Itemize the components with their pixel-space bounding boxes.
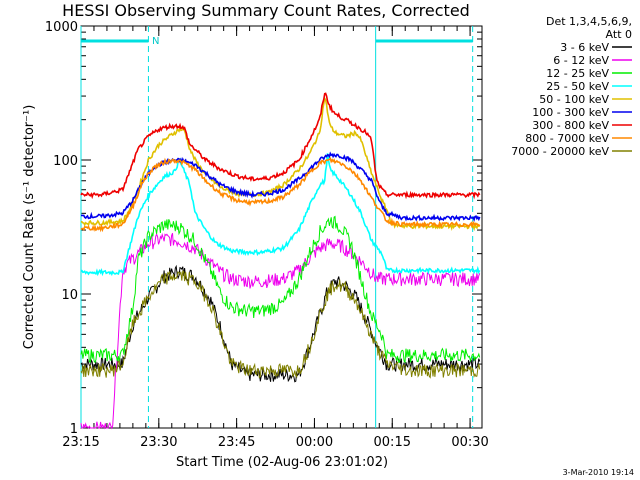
y-tick-label: 1000 <box>45 20 78 35</box>
legend-label: 7000 - 20000 keV <box>511 145 609 158</box>
series-line-1 <box>80 232 481 430</box>
legend-label: 25 - 50 keV <box>546 80 609 93</box>
x-tick-label: 00:15 <box>374 435 411 450</box>
x-tick-label: 00:00 <box>296 435 333 450</box>
series-line-3 <box>80 153 481 277</box>
series-lines <box>80 92 481 430</box>
y-tick-label: 1 <box>70 422 78 437</box>
night-marker-label: N <box>152 36 159 47</box>
chart-title: HESSI Observing Summary Count Rates, Cor… <box>62 1 470 20</box>
legend-label: 300 - 800 keV <box>532 119 609 132</box>
legend-label: 6 - 12 keV <box>553 54 609 67</box>
series-line-4 <box>80 96 480 232</box>
footer-date: 3-Mar-2010 19:14 <box>563 468 634 477</box>
series-line-0 <box>80 264 481 383</box>
legend-label: 100 - 300 keV <box>532 106 609 119</box>
series-line-2 <box>80 215 481 364</box>
x-tick-label: 23:30 <box>140 435 177 450</box>
x-tick-label: 23:15 <box>62 435 99 450</box>
series-line-7 <box>80 156 481 233</box>
legend-label: 12 - 25 keV <box>546 67 609 80</box>
y-tick-label: 100 <box>53 154 78 169</box>
x-axis-label: Start Time (02-Aug-06 23:01:02) <box>176 455 388 470</box>
x-tick-label: 23:45 <box>218 435 255 450</box>
x-tick-label: 00:30 <box>451 435 488 450</box>
series-line-6 <box>80 92 481 200</box>
legend-label: 800 - 7000 keV <box>525 132 609 145</box>
legend-label: 3 - 6 keV <box>560 41 609 54</box>
y-axis-label: Corrected Count Rate (s⁻¹ detector⁻¹) <box>22 105 37 350</box>
plot-frame <box>80 25 483 429</box>
legend-header-2: Att 0 <box>606 28 632 41</box>
legend-label: 50 - 100 keV <box>539 93 609 106</box>
axis-ticks: 1 10 100 1000 23:15 23:30 23:45 00:00 00:15 00:30 <box>45 20 489 450</box>
y-tick-label: 10 <box>61 288 78 303</box>
series-line-8 <box>80 270 481 379</box>
legend-header-1: Det 1,3,4,5,6,9, <box>546 15 632 28</box>
